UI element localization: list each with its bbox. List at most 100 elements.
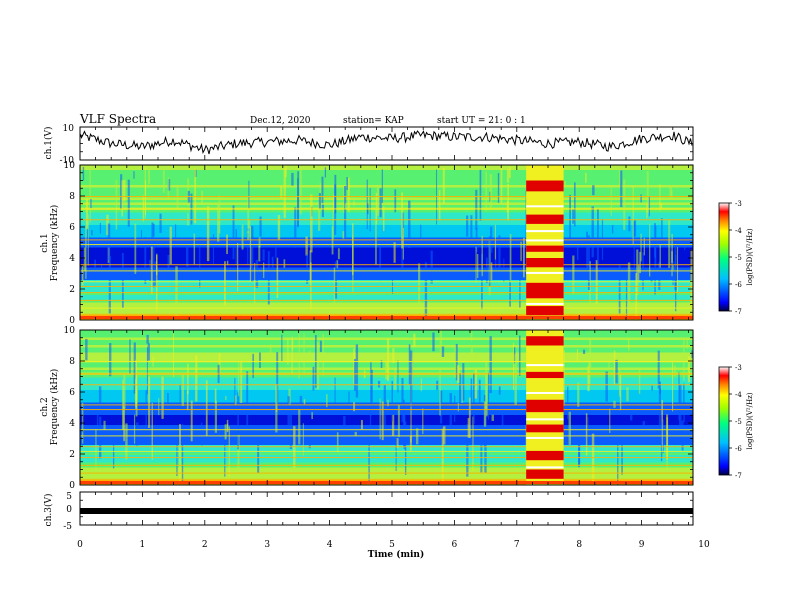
spectrogram-noise	[485, 257, 488, 284]
spectrogram-noise	[133, 414, 136, 444]
spectrogram-noise	[303, 333, 305, 373]
spectrogram-noise	[381, 169, 383, 203]
spectrogram-noise	[185, 237, 189, 267]
spectrogram-noise	[640, 194, 642, 203]
ch2-spec-ylabel-frequency: Frequency (kHz)	[49, 369, 60, 446]
spectrogram-noise	[298, 333, 300, 379]
ch1-colorbar-ticks: -3 -4 -5 -6 -7	[729, 200, 742, 316]
spectrogram-noise	[459, 373, 462, 403]
spectrogram-noise	[294, 207, 297, 248]
ch3-waveform-panel: 5 0 -5 ch.3(V)	[43, 491, 694, 532]
spectrogram-band	[80, 242, 693, 246]
spectrogram-band	[80, 342, 693, 346]
spectrogram-band	[80, 205, 693, 208]
spectrogram-noise	[152, 223, 155, 237]
spectrogram-noise	[617, 428, 619, 486]
spectrogram-noise	[154, 261, 157, 286]
spectrogram-noise	[326, 394, 328, 408]
spectrogram-noise	[487, 372, 490, 420]
spectrogram-band	[80, 232, 693, 236]
narrowband-line	[80, 373, 693, 375]
narrowband-line	[80, 313, 693, 315]
spectrogram-noise	[424, 262, 428, 316]
strong-band-gap	[526, 205, 564, 208]
spectrogram-noise	[125, 423, 128, 460]
strong-band-gap	[526, 466, 564, 469]
spectrogram-noise	[311, 412, 313, 420]
spectrogram-noise	[650, 267, 653, 283]
spectrogram-noise	[352, 235, 354, 292]
spectrogram-noise	[258, 237, 261, 248]
strong-band-stripe	[526, 214, 564, 224]
spectrogram-noise	[376, 185, 380, 216]
spectrogram-noise	[95, 429, 97, 480]
spectrogram-noise	[346, 177, 348, 190]
ch1-waveform-trace	[79, 130, 693, 155]
spectrogram-band	[80, 467, 693, 471]
spectrogram-band	[80, 457, 693, 461]
ch1-spectrogram-image	[80, 165, 693, 321]
ch1-spec-ylabel-frequency: Frequency (kHz)	[49, 205, 60, 282]
narrowband-line	[80, 208, 693, 210]
spectrogram-noise	[276, 352, 279, 409]
spectrogram-noise	[636, 249, 639, 296]
spectrogram-noise	[283, 259, 286, 268]
spectrogram-noise	[167, 393, 169, 403]
spectrogram-noise	[439, 330, 442, 362]
spectrogram-noise	[480, 428, 483, 473]
spectrogram-noise	[383, 206, 385, 232]
spectrogram-noise	[391, 380, 393, 422]
spectrogram-noise	[439, 369, 441, 416]
spectrogram-noise	[127, 179, 130, 227]
spectrogram-noise	[408, 344, 411, 385]
spectrogram-noise	[187, 363, 189, 395]
spectrogram-noise	[140, 230, 142, 249]
spectrogram-band	[80, 287, 693, 291]
spectrogram-noise	[334, 377, 336, 407]
spectrogram-noise	[302, 423, 304, 456]
spectrogram-band	[80, 220, 693, 223]
frequency-tick-label: 0	[69, 316, 75, 326]
spectrogram-band	[80, 427, 693, 431]
colorbar-tick-label: -7	[735, 308, 742, 316]
spectrogram-band	[80, 185, 693, 188]
strong-band-stripe	[526, 336, 564, 346]
spectrogram-noise	[319, 340, 322, 352]
strong-band-stripe	[526, 450, 564, 461]
colorbar-tick-label: -7	[735, 472, 742, 480]
spectrogram-noise	[608, 358, 610, 371]
spectrogram-band	[80, 300, 693, 303]
spectrogram-noise	[262, 262, 265, 279]
spectrogram-noise	[619, 374, 622, 411]
spectrogram-noise	[148, 376, 151, 428]
spectrogram-noise	[484, 415, 487, 473]
spectrogram-noise	[615, 359, 618, 384]
spectrogram-noise	[316, 341, 320, 390]
spectrogram-band	[80, 392, 693, 396]
x-axis-label: Time (min)	[368, 549, 425, 560]
spectrogram-noise	[148, 168, 151, 185]
spectrogram-noise	[269, 344, 272, 354]
spectrogram-noise	[144, 165, 146, 219]
narrowband-line	[80, 472, 693, 474]
spectrogram-noise	[133, 342, 136, 394]
spectrogram-noise	[337, 248, 340, 260]
spectrogram-noise	[98, 386, 102, 411]
spectrogram-noise	[410, 385, 412, 443]
spectrogram-noise	[375, 208, 377, 265]
spectrogram-band	[80, 260, 693, 263]
spectrogram-band	[80, 282, 693, 286]
spectrogram-noise	[392, 348, 395, 364]
spectrogram-noise	[195, 355, 198, 402]
spectrogram-noise	[438, 189, 441, 221]
spectrogram-noise	[121, 180, 123, 217]
frequency-tick-label: 6	[69, 388, 75, 398]
narrowband-line	[80, 435, 693, 437]
spectrogram-noise	[485, 357, 488, 410]
spectrogram-noise	[377, 380, 381, 388]
spectrogram-noise	[613, 400, 616, 408]
spectrogram-noise	[648, 196, 650, 217]
spectrogram-band	[80, 395, 693, 398]
spectrogram-band	[80, 227, 693, 231]
spectrogram-band	[80, 447, 693, 451]
